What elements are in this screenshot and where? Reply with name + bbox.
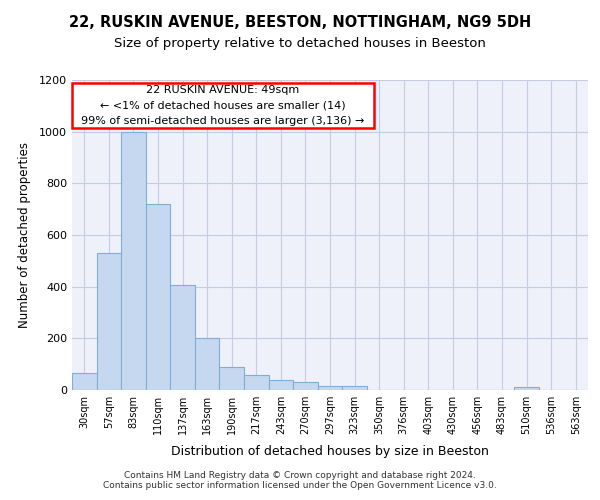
FancyBboxPatch shape [72,83,374,128]
Bar [293,382,318,390]
Bar [195,338,220,390]
Bar [72,373,97,390]
Text: 22, RUSKIN AVENUE, BEESTON, NOTTINGHAM, NG9 5DH: 22, RUSKIN AVENUE, BEESTON, NOTTINGHAM, … [69,15,531,30]
X-axis label: Distribution of detached houses by size in Beeston: Distribution of detached houses by size … [171,446,489,458]
Bar [97,253,121,390]
Bar [244,374,269,390]
Bar [121,132,146,390]
Bar [514,388,539,390]
Text: Contains HM Land Registry data © Crown copyright and database right 2024.
Contai: Contains HM Land Registry data © Crown c… [103,470,497,490]
Text: 22 RUSKIN AVENUE: 49sqm
← <1% of detached houses are smaller (14)
99% of semi-de: 22 RUSKIN AVENUE: 49sqm ← <1% of detache… [81,85,365,126]
Bar [342,386,367,390]
Y-axis label: Number of detached properties: Number of detached properties [17,142,31,328]
Bar [220,367,244,390]
Bar [269,380,293,390]
Bar [170,286,195,390]
Bar [318,386,342,390]
Text: Size of property relative to detached houses in Beeston: Size of property relative to detached ho… [114,38,486,51]
Bar [146,204,170,390]
